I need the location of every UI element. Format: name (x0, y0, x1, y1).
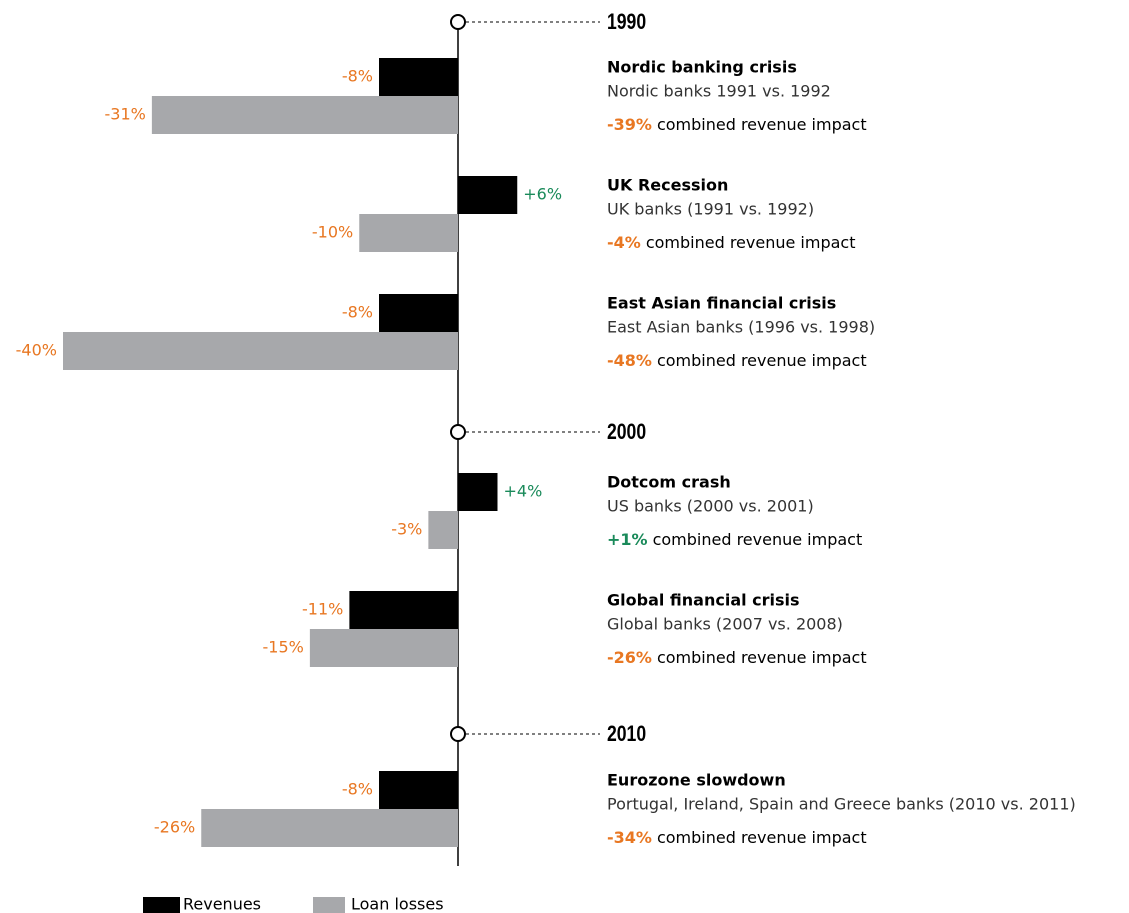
bar (379, 58, 458, 96)
bar (63, 332, 458, 370)
data-label: -10% (312, 223, 353, 242)
impact-suffix: combined revenue impact (657, 828, 867, 847)
data-label: -8% (342, 67, 373, 86)
impact-value: -34% (607, 828, 652, 847)
event-subtitle: Global banks (2007 vs. 2008) (607, 615, 843, 634)
impact-suffix: combined revenue impact (657, 351, 867, 370)
bar (379, 294, 458, 332)
event-title: Eurozone slowdown (607, 771, 786, 790)
impact-value: -48% (607, 351, 652, 370)
event-subtitle: East Asian banks (1996 vs. 1998) (607, 318, 875, 337)
impact-suffix: combined revenue impact (653, 530, 863, 549)
year-label: 2000 (607, 420, 646, 444)
event-subtitle: Nordic banks 1991 vs. 1992 (607, 82, 831, 101)
event-impact: -26% combined revenue impact (607, 648, 867, 667)
event-impact: +1% combined revenue impact (607, 530, 862, 549)
event-impact: -4% combined revenue impact (607, 233, 855, 252)
year-label: 1990 (607, 10, 646, 34)
data-label: -8% (342, 303, 373, 322)
event-subtitle: UK banks (1991 vs. 1992) (607, 200, 814, 219)
timeline-marker (450, 14, 466, 30)
data-label: +4% (504, 482, 543, 501)
event-subtitle: Portugal, Ireland, Spain and Greece bank… (607, 795, 1076, 814)
impact-suffix: combined revenue impact (657, 115, 867, 134)
impact-suffix: combined revenue impact (646, 233, 856, 252)
impact-value: +1% (607, 530, 648, 549)
data-label: -15% (263, 638, 304, 657)
bar (379, 771, 458, 809)
bar (428, 511, 458, 549)
impact-value: -39% (607, 115, 652, 134)
event-title: Nordic banking crisis (607, 58, 797, 77)
event-impact: -34% combined revenue impact (607, 828, 867, 847)
bar (458, 176, 518, 214)
legend-label: Revenues (183, 895, 261, 913)
bar (359, 214, 458, 252)
event-title: Global financial crisis (607, 591, 800, 610)
impact-value: -26% (607, 648, 652, 667)
timeline-marker (450, 726, 466, 742)
year-label: 2010 (607, 722, 646, 746)
data-label: -31% (105, 105, 146, 124)
event-subtitle: US banks (2000 vs. 2001) (607, 497, 814, 516)
legend-label: Loan losses (351, 895, 444, 913)
impact-value: -4% (607, 233, 641, 252)
bar (349, 591, 458, 629)
legend-swatch (143, 897, 180, 913)
event-impact: -48% combined revenue impact (607, 351, 867, 370)
data-label: -40% (16, 341, 57, 360)
event-title: Dotcom crash (607, 473, 731, 492)
event-title: UK Recession (607, 176, 728, 195)
bar (309, 629, 458, 667)
event-title: East Asian financial crisis (607, 294, 836, 313)
timeline-marker (450, 424, 466, 440)
event-impact: -39% combined revenue impact (607, 115, 867, 134)
data-label: -11% (302, 600, 343, 619)
legend-swatch (313, 897, 345, 913)
bar (458, 473, 498, 511)
data-label: -26% (154, 818, 195, 837)
data-label: -8% (342, 780, 373, 799)
bar (201, 809, 458, 847)
impact-suffix: combined revenue impact (657, 648, 867, 667)
data-label: -3% (391, 520, 422, 539)
bar (151, 96, 458, 134)
data-label: +6% (523, 185, 562, 204)
